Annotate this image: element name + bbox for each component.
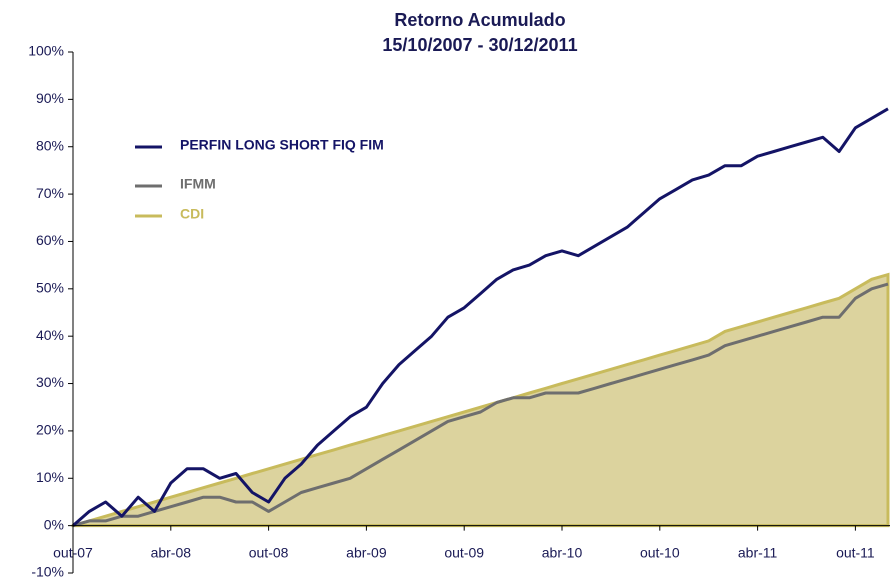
y-tick-label: 60% [36,232,64,248]
x-tick-label: out-08 [249,544,289,560]
x-tick-label: abr-08 [151,544,192,560]
legend-label: IFMM [180,176,216,192]
x-tick-label: out-07 [53,544,93,560]
line [72,282,889,528]
x-tick-label: out-09 [444,544,484,560]
y-tick-label: 20% [36,422,64,438]
chart-title: Retorno Acumulado [394,10,565,30]
y-tick-label: 100% [28,43,64,59]
legend-label: CDI [180,206,204,222]
area [71,272,890,528]
y-tick-label: 30% [36,374,64,390]
x-tick-label: out-10 [640,544,680,560]
y-tick-label: 80% [36,137,64,153]
y-tick-label: 50% [36,280,64,296]
chart-subtitle: 15/10/2007 - 30/12/2011 [382,35,577,55]
x-tick-label: abr-10 [542,544,583,560]
y-tick-label: 90% [36,90,64,106]
x-tick-label: abr-09 [346,544,387,560]
x-tick-label: abr-11 [738,544,778,560]
x-tick-label: out-11 [836,544,875,560]
y-tick-label: 40% [36,327,64,343]
y-tick-label: 0% [44,516,64,532]
y-tick-label: 10% [36,469,64,485]
y-tick-label: 70% [36,185,64,201]
line [72,107,889,527]
legend-label: PERFIN LONG SHORT FIQ FIM [180,137,384,153]
y-tick-label: -10% [31,564,64,579]
